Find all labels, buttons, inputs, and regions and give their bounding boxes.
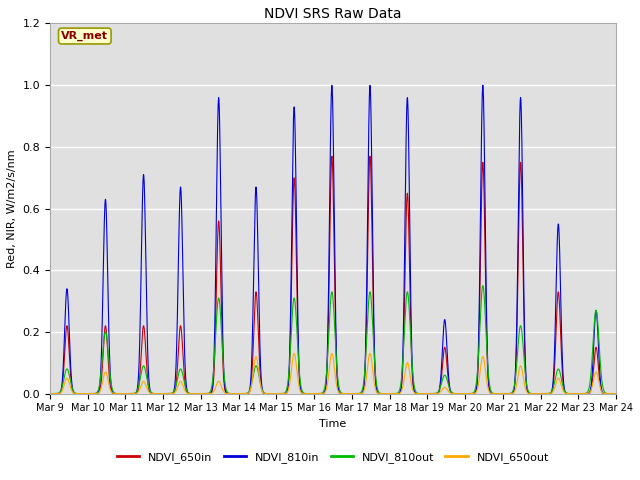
Y-axis label: Red, NIR, W/m2/s/nm: Red, NIR, W/m2/s/nm xyxy=(7,149,17,268)
Title: NDVI SRS Raw Data: NDVI SRS Raw Data xyxy=(264,7,402,21)
Legend: NDVI_650in, NDVI_810in, NDVI_810out, NDVI_650out: NDVI_650in, NDVI_810in, NDVI_810out, NDV… xyxy=(113,447,553,467)
X-axis label: Time: Time xyxy=(319,419,347,429)
Text: VR_met: VR_met xyxy=(61,31,108,41)
